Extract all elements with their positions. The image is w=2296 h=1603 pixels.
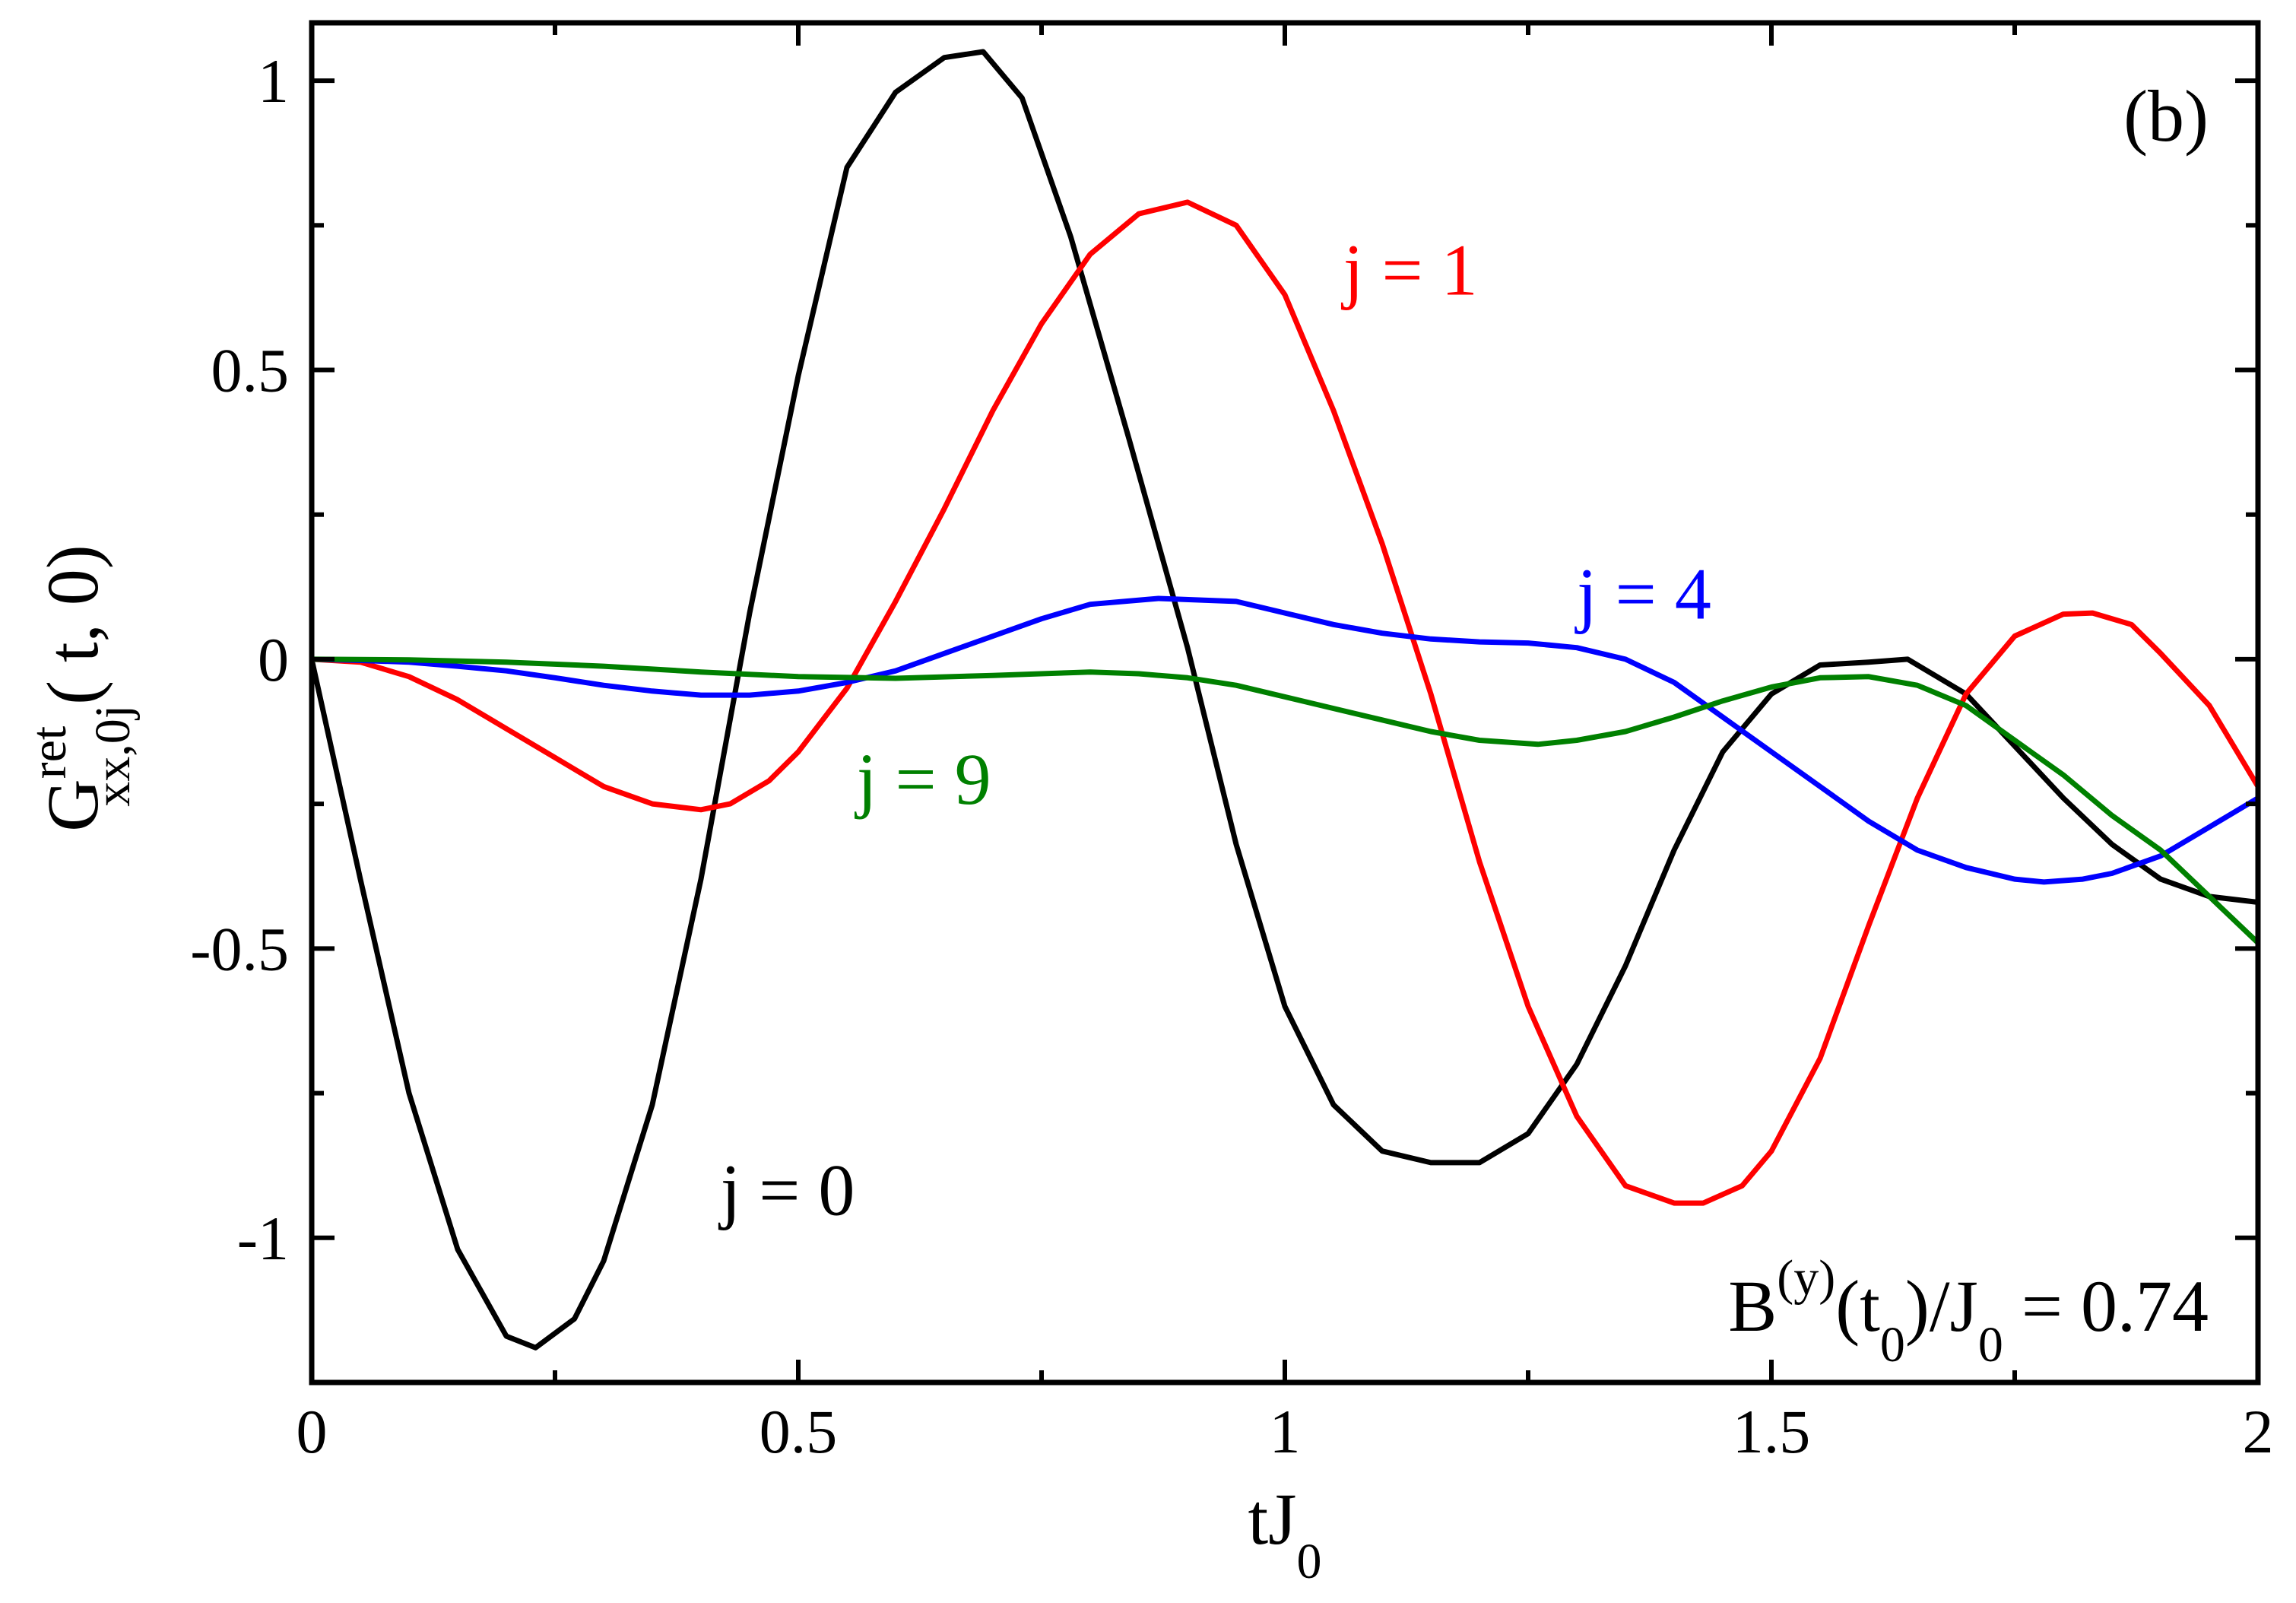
series-label-j4: j = 4 bbox=[1575, 554, 1711, 635]
x-axis-label-sub: 0 bbox=[1297, 1534, 1322, 1589]
annotation-part: B bbox=[1728, 1265, 1777, 1347]
series-line-j9 bbox=[309, 656, 2261, 946]
parameter-annotation: B(y)(t0)/J0 = 0.74 bbox=[1728, 1250, 2209, 1373]
y-axis-label: Gret xx,0j( t, 0) bbox=[21, 544, 141, 831]
series-lines bbox=[309, 49, 2261, 1351]
x-tick-label: 0 bbox=[297, 1397, 328, 1466]
annotation-part: 0 bbox=[1978, 1317, 2003, 1373]
y-axis-label-main: G bbox=[32, 779, 113, 831]
y-axis-label-sup: ret bbox=[21, 726, 77, 779]
annotation-part: 0 bbox=[1880, 1317, 1905, 1373]
x-axis-label-main: tJ bbox=[1248, 1478, 1296, 1560]
y-axis-label-sub: xx,0j bbox=[85, 705, 141, 807]
x-tick-label: 1 bbox=[1270, 1397, 1301, 1466]
series-line-j1 bbox=[309, 199, 2261, 1206]
x-tick-label: 1.5 bbox=[1733, 1397, 1811, 1466]
annotation-part: (t bbox=[1835, 1265, 1880, 1347]
annotation-part: )/J bbox=[1905, 1265, 1978, 1347]
series-line-j4 bbox=[309, 595, 2261, 885]
annotation-part: (y) bbox=[1777, 1250, 1835, 1306]
y-tick-label: 1 bbox=[258, 46, 289, 116]
x-tick-label: 0.5 bbox=[760, 1397, 838, 1466]
y-tick-label: -0.5 bbox=[190, 914, 289, 983]
y-tick-label: 0 bbox=[258, 625, 289, 694]
y-tick-label: -1 bbox=[237, 1204, 289, 1273]
series-label-j1: j = 1 bbox=[1341, 230, 1478, 311]
x-tick-label: 2 bbox=[2243, 1397, 2274, 1466]
series-label-j9: j = 9 bbox=[855, 738, 991, 820]
y-tick-label: 0.5 bbox=[211, 336, 290, 405]
axes bbox=[309, 20, 2261, 1386]
annotation-part: = 0.74 bbox=[2003, 1265, 2209, 1347]
series-line-j0 bbox=[309, 49, 2261, 1351]
series-label-j0: j = 0 bbox=[718, 1149, 855, 1230]
x-axis-label: tJ0 bbox=[1248, 1478, 1321, 1589]
panel-label: (b) bbox=[2123, 75, 2209, 157]
y-axis-label-tail: ( t, 0) bbox=[32, 544, 113, 705]
